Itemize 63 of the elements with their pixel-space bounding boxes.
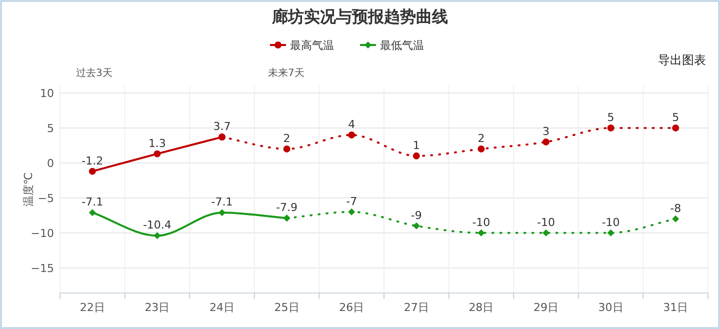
data-label: -7.1 xyxy=(82,196,104,209)
data-label: 3 xyxy=(542,124,550,138)
point xyxy=(218,134,226,141)
data-label: -10 xyxy=(472,216,490,229)
x-tick-label: 31日 xyxy=(663,301,688,314)
y-axis-title: 温度℃ xyxy=(22,172,35,207)
point xyxy=(542,138,550,146)
point xyxy=(88,168,96,175)
y-tick-label: 5 xyxy=(47,122,54,135)
y-tick-label: −5 xyxy=(38,192,54,205)
point xyxy=(218,209,226,216)
point xyxy=(88,209,96,216)
point xyxy=(412,152,420,160)
point xyxy=(542,229,550,236)
y-tick-label: −15 xyxy=(30,262,54,275)
data-label: 4 xyxy=(348,118,356,131)
text: 未来7天 xyxy=(268,67,304,79)
x-tick-label: 29日 xyxy=(534,301,558,314)
point xyxy=(672,215,680,222)
chart-title: 廊坊实况与预报趋势曲线 xyxy=(271,7,448,26)
data-label: -7.1 xyxy=(211,196,233,209)
point xyxy=(283,214,290,222)
data-label: -7 xyxy=(346,194,358,208)
data-label: 2 xyxy=(283,132,290,145)
y-tick-label: −10 xyxy=(30,226,54,240)
data-label: -10 xyxy=(602,216,620,229)
text: 导出图表 xyxy=(658,53,706,67)
x-tick-label: 27日 xyxy=(404,301,429,314)
data-label: 5 xyxy=(672,110,680,124)
y-tick-label: 0 xyxy=(47,156,54,170)
legend-label: 最高气温 xyxy=(290,39,334,52)
y-tick-label: 10 xyxy=(40,86,54,100)
x-tick-label: 28日 xyxy=(468,301,494,314)
x-tick-label: 22日 xyxy=(80,301,105,314)
point xyxy=(348,131,356,138)
point xyxy=(672,124,680,132)
data-label: -10 xyxy=(537,216,555,229)
x-tick-label: 26日 xyxy=(339,301,364,314)
x-tick-label: 30日 xyxy=(598,301,624,314)
legend-label: 最低气温 xyxy=(380,39,424,52)
point xyxy=(154,232,161,240)
point xyxy=(607,124,614,132)
data-label: -8 xyxy=(670,202,682,215)
point xyxy=(348,208,356,216)
point xyxy=(154,150,161,158)
data-label: -10.4 xyxy=(142,218,172,232)
data-label: 5 xyxy=(607,110,614,124)
data-label: 1 xyxy=(412,138,420,152)
point xyxy=(607,229,614,236)
x-tick-label: 24日 xyxy=(210,301,234,314)
x-tick-label: 25日 xyxy=(274,301,300,314)
data-label: 1.3 xyxy=(148,136,166,150)
data-label: 2 xyxy=(478,132,485,145)
data-label: -9 xyxy=(410,208,422,222)
point xyxy=(412,222,420,230)
data-label: -1.2 xyxy=(82,154,104,168)
data-label: 3.7 xyxy=(213,120,231,134)
text: 过去3天 xyxy=(76,67,112,79)
x-tick-label: 23日 xyxy=(144,301,170,314)
point xyxy=(478,229,485,236)
data-label: -7.9 xyxy=(276,201,298,214)
point xyxy=(283,145,290,152)
point xyxy=(478,145,485,152)
